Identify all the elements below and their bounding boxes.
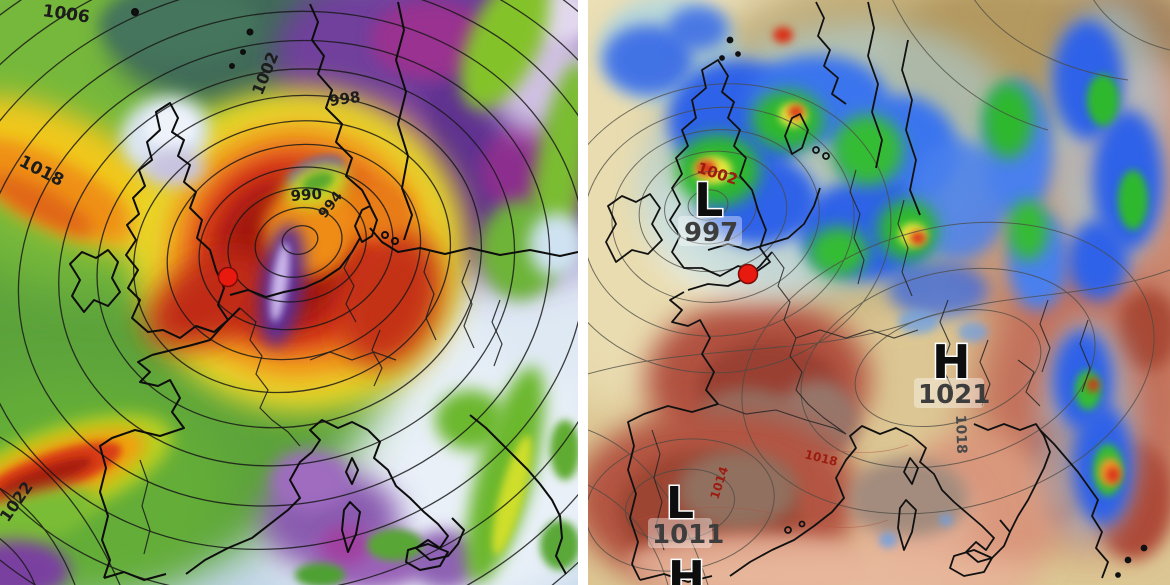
country-borders xyxy=(651,169,1091,551)
isotherm-lines xyxy=(637,343,909,528)
value-backdrop xyxy=(678,216,742,246)
coastlines xyxy=(605,1,1148,583)
high-center-letter: H xyxy=(932,335,971,389)
high-center-value: 1021 xyxy=(918,380,990,410)
isobar-label: 998 xyxy=(328,88,362,110)
low-center-letter: L xyxy=(694,173,723,227)
low-center-value: 997 xyxy=(684,218,738,248)
location-marker-dot xyxy=(217,266,239,288)
location-marker-dot xyxy=(737,263,759,285)
coastlines xyxy=(69,1,578,581)
isobar-lines xyxy=(0,0,578,585)
low-center-value: 1011 xyxy=(652,520,724,550)
value-backdrop xyxy=(648,518,712,548)
high-center-letter: H xyxy=(668,552,705,585)
country-borders xyxy=(139,249,503,555)
value-backdrop xyxy=(914,378,984,408)
precip-map-canvas: 1002 L 997 H 1021 1018 1018 1014 L 1011 … xyxy=(588,0,1170,585)
precipitation-shading xyxy=(598,0,1168,548)
wind-speed-shading xyxy=(0,0,578,585)
wind-map-canvas: 1006 1018 1002 998 990 994 1022 xyxy=(0,0,578,585)
isobar-label: 990 xyxy=(290,185,322,205)
left-wind-map-panel: 1006 1018 1002 998 990 994 1022 xyxy=(0,0,578,585)
isobar-lines xyxy=(588,0,1170,585)
isobar-label: 1018 xyxy=(952,415,969,455)
low-center-letter: L xyxy=(666,478,694,529)
right-precip-map-panel: 1002 L 997 H 1021 1018 1018 1014 L 1011 … xyxy=(588,0,1170,585)
panel-divider xyxy=(578,0,588,585)
pressure-system-labels: 1002 L 997 H 1021 1018 1018 1014 L 1011 … xyxy=(648,159,990,585)
